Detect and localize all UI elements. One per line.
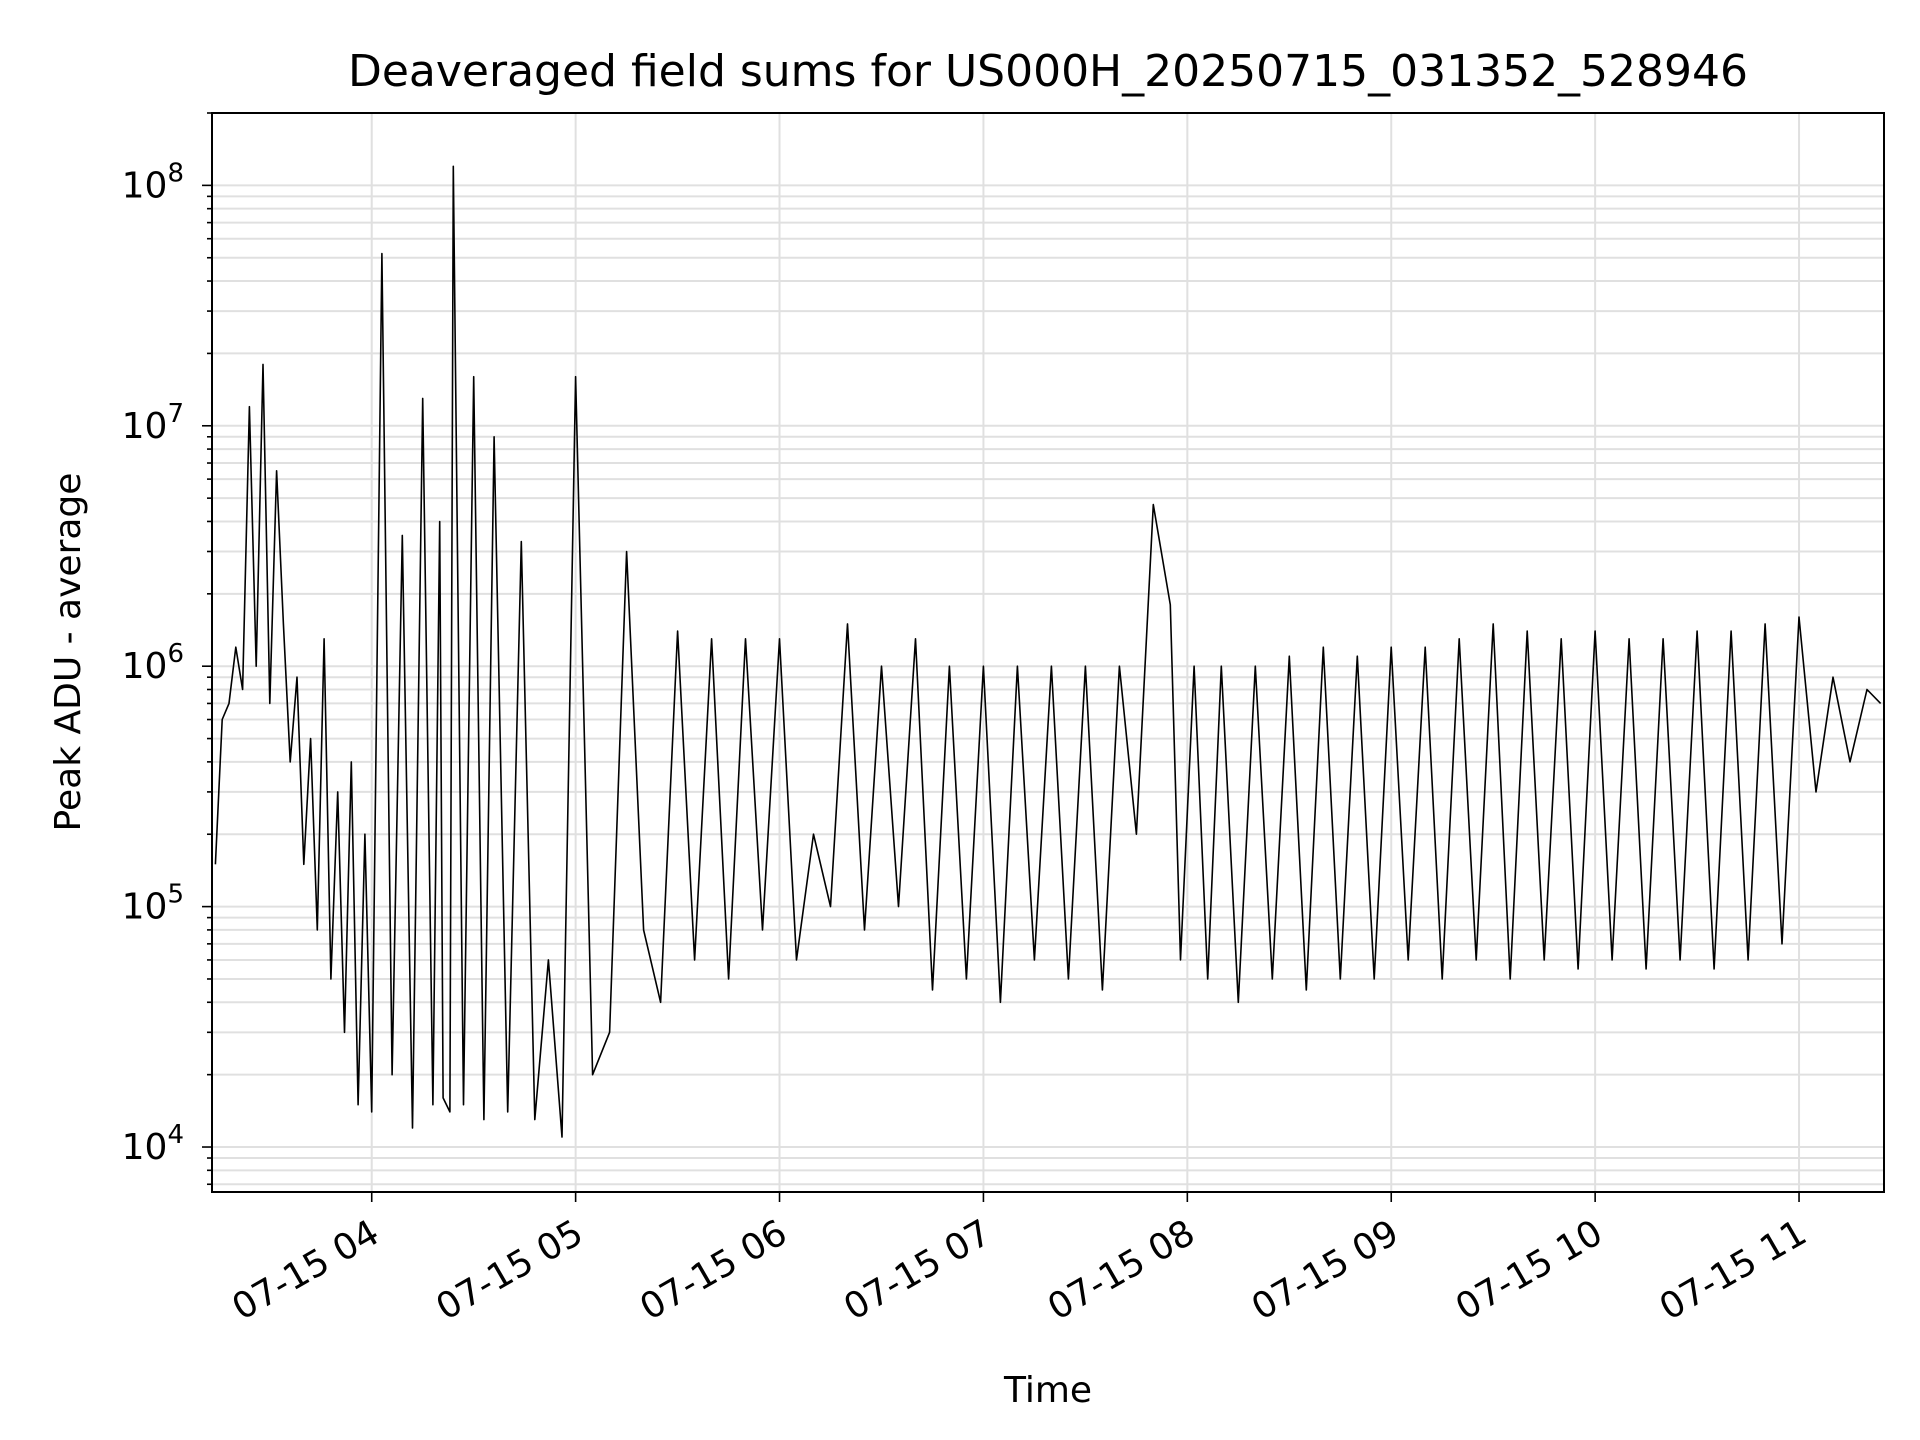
y-tick-exponent: 5	[167, 880, 184, 910]
x-axis-label: Time	[1003, 1370, 1092, 1411]
gridlines	[212, 112, 1884, 1192]
series-line	[214, 165, 1882, 1138]
y-tick-exponent: 8	[167, 158, 184, 188]
y-tick-base: 10	[122, 887, 168, 928]
chart-title: Deaveraged field sums for US000H_2025071…	[348, 46, 1748, 97]
y-tick-base: 10	[122, 165, 168, 206]
data-layer	[214, 165, 1882, 1138]
y-tick-label: 105	[122, 880, 184, 928]
y-tick-exponent: 7	[167, 399, 184, 429]
plot-frame	[211, 112, 1885, 1193]
y-tick-exponent: 4	[167, 1120, 184, 1150]
y-tick-base: 10	[122, 406, 168, 447]
y-tick-label: 107	[122, 399, 184, 447]
y-tick-label: 104	[122, 1120, 184, 1168]
y-tick-label: 106	[122, 639, 184, 687]
y-axis-label: Peak ADU - average	[48, 473, 89, 832]
y-tick-base: 10	[122, 646, 168, 687]
y-tick-base: 10	[122, 1127, 168, 1168]
y-tick-exponent: 6	[167, 639, 184, 669]
y-tick-label: 108	[122, 158, 184, 206]
